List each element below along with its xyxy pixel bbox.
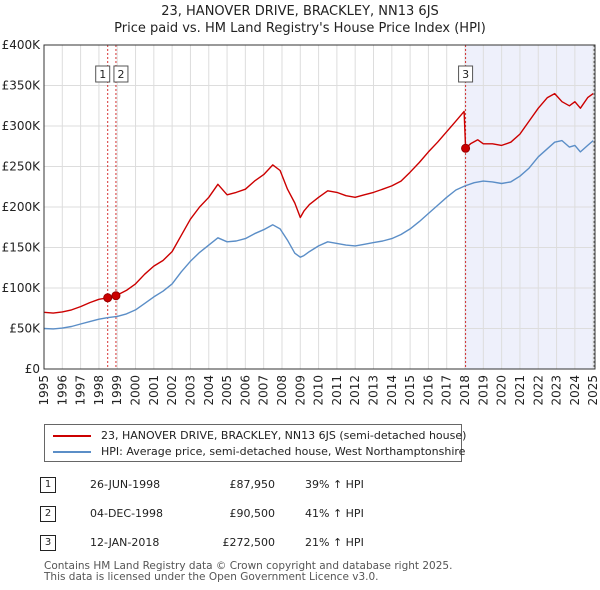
y-tick-label: £250K bbox=[2, 160, 42, 174]
footer-line-2: This data is licensed under the Open Gov… bbox=[44, 571, 379, 583]
x-tick-label: 1995 bbox=[37, 375, 51, 406]
legend-swatch-hpi bbox=[53, 451, 91, 453]
sale-hpi-diff: 21% ↑ HPI bbox=[305, 536, 364, 549]
x-tick-label: 2021 bbox=[513, 375, 527, 406]
x-tick-label: 2007 bbox=[257, 375, 271, 406]
price-series-line bbox=[43, 92, 594, 314]
x-tick-label: 2017 bbox=[440, 375, 454, 406]
chart-subtitle: Price paid vs. HM Land Registry's House … bbox=[114, 21, 486, 36]
sale-point bbox=[461, 143, 471, 153]
y-tick-label: £150K bbox=[2, 241, 42, 255]
sale-badge-label: 1 bbox=[99, 68, 106, 81]
x-tick-label: 2023 bbox=[550, 375, 564, 406]
legend-label-hpi: HPI: Average price, semi-detached house,… bbox=[101, 445, 466, 458]
hpi-series-line bbox=[43, 139, 594, 330]
x-tick-label: 1996 bbox=[55, 375, 69, 406]
legend-label-price: 23, HANOVER DRIVE, BRACKLEY, NN13 6JS (s… bbox=[101, 429, 467, 442]
sale-number-badge: 3 bbox=[40, 534, 56, 551]
sale-hpi-diff: 41% ↑ HPI bbox=[305, 507, 364, 520]
x-tick-label: 2013 bbox=[367, 375, 381, 406]
x-tick-label: 2001 bbox=[147, 375, 161, 406]
sale-price: £87,950 bbox=[229, 478, 276, 491]
chart-title: 23, HANOVER DRIVE, BRACKLEY, NN13 6JS bbox=[161, 4, 439, 19]
sale-number-badge: 1 bbox=[40, 476, 56, 493]
sale-badge-box bbox=[95, 65, 111, 83]
sale-date: 12-JAN-2018 bbox=[90, 536, 160, 549]
table-row: 1 26-JUN-1998 £87,950 39% ↑ HPI bbox=[40, 470, 364, 499]
footer-line-1: Contains HM Land Registry data © Crown c… bbox=[44, 560, 453, 572]
x-tick-label: 2000 bbox=[129, 375, 143, 406]
x-tick-label: 2014 bbox=[385, 375, 399, 406]
x-tick-label: 2024 bbox=[568, 375, 582, 406]
x-tick-label: 2020 bbox=[495, 375, 509, 406]
sale-badge-label: 2 bbox=[117, 68, 124, 81]
sale-date: 26-JUN-1998 bbox=[90, 478, 161, 491]
x-tick-label: 2015 bbox=[403, 375, 417, 406]
sale-price: £272,500 bbox=[222, 536, 276, 549]
x-tick-label: 2022 bbox=[531, 375, 545, 406]
y-tick-label: £100K bbox=[2, 281, 42, 295]
x-tick-label: 2003 bbox=[183, 375, 197, 406]
x-tick-label: 2002 bbox=[165, 375, 179, 406]
x-tick-label: 2006 bbox=[238, 375, 252, 406]
x-tick-label: 2019 bbox=[476, 375, 490, 406]
sale-number-badge: 2 bbox=[40, 505, 56, 522]
x-tick-label: 1999 bbox=[110, 375, 124, 406]
x-tick-label: 2011 bbox=[330, 375, 344, 406]
x-tick-label: 2008 bbox=[275, 375, 289, 406]
y-tick-label: £200K bbox=[2, 200, 42, 214]
sale-badge-box bbox=[113, 65, 129, 83]
x-tick-label: 2005 bbox=[220, 375, 234, 406]
plot-frame bbox=[43, 44, 596, 370]
y-tick-label: £400K bbox=[2, 38, 42, 52]
table-row: 2 04-DEC-1998 £90,500 41% ↑ HPI bbox=[40, 499, 364, 528]
sale-hpi-diff: 39% ↑ HPI bbox=[305, 478, 364, 491]
sale-date: 04-DEC-1998 bbox=[90, 507, 164, 520]
x-tick-label: 2004 bbox=[202, 375, 216, 406]
legend-swatch-price bbox=[53, 435, 91, 437]
legend-entry-hpi: HPI: Average price, semi-detached house,… bbox=[53, 444, 465, 460]
y-tick-label: £50K bbox=[9, 322, 41, 336]
x-tick-label: 2016 bbox=[421, 375, 435, 406]
sale-badge-label: 3 bbox=[462, 68, 469, 81]
x-tick-label: 2010 bbox=[312, 375, 326, 406]
footer-copyright: Contains HM Land Registry data © Crown c… bbox=[44, 561, 452, 583]
y-tick-label: £300K bbox=[2, 119, 42, 133]
sale-point bbox=[103, 293, 113, 303]
legend-entry-price: 23, HANOVER DRIVE, BRACKLEY, NN13 6JS (s… bbox=[53, 428, 466, 444]
y-tick-label: £350K bbox=[2, 79, 42, 93]
x-tick-label: 1997 bbox=[74, 375, 88, 406]
sale-point bbox=[111, 291, 121, 301]
y-tick-label: £0 bbox=[25, 362, 40, 376]
sale-price: £90,500 bbox=[229, 507, 276, 520]
sale-badge: 3 bbox=[458, 65, 474, 83]
sale-badge-box bbox=[458, 65, 474, 83]
chart-legend: 23, HANOVER DRIVE, BRACKLEY, NN13 6JS (s… bbox=[44, 424, 466, 462]
table-row: 3 12-JAN-2018 £272,500 21% ↑ HPI bbox=[40, 528, 364, 557]
x-tick-label: 2009 bbox=[293, 375, 307, 406]
x-tick-label: 2025 bbox=[586, 375, 600, 406]
x-tick-label: 2018 bbox=[458, 375, 472, 406]
sale-badge: 1 bbox=[95, 65, 111, 83]
sale-badge: 2 bbox=[113, 65, 129, 83]
x-tick-label: 1998 bbox=[92, 375, 106, 406]
x-tick-label: 2012 bbox=[348, 375, 362, 406]
transactions-table: 1 26-JUN-1998 £87,950 39% ↑ HPI 2 04-DEC… bbox=[40, 470, 364, 557]
